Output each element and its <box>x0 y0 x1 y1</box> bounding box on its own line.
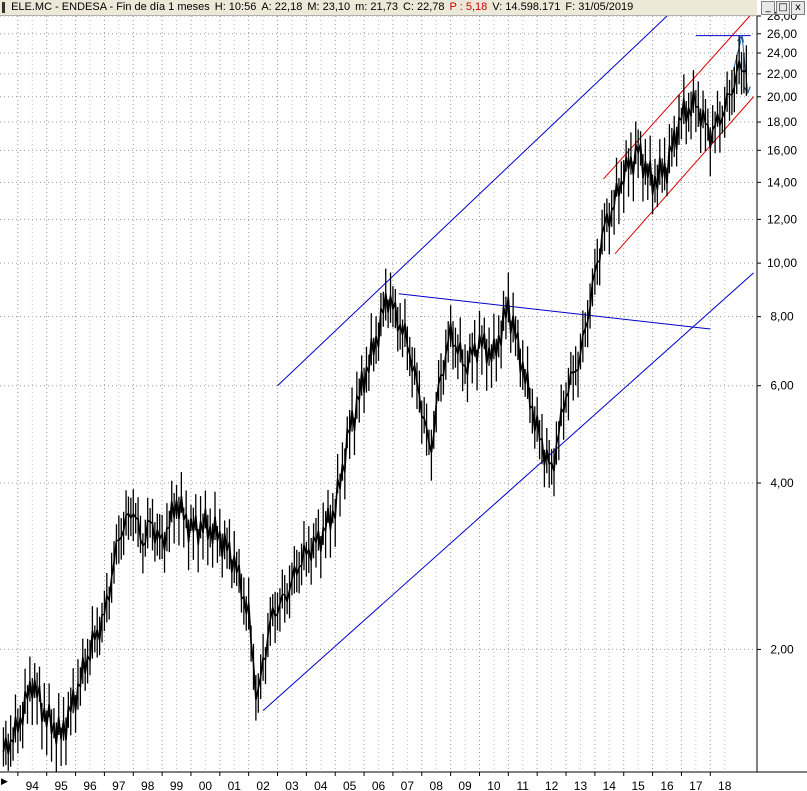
x-tick-label: 96 <box>83 779 97 791</box>
channel-line <box>614 96 754 255</box>
x-tick-label: 97 <box>112 779 126 791</box>
x-tick-label: 02 <box>256 779 270 791</box>
price-series <box>2 35 747 772</box>
x-tick-label: 09 <box>458 779 472 791</box>
y-tick-label: 20,00 <box>767 90 797 104</box>
title-segment: P : 5,18 <box>449 1 488 13</box>
arrow-line <box>732 35 743 71</box>
x-tick-label: 13 <box>574 779 588 791</box>
x-tick-label: 11 <box>517 779 530 791</box>
y-tick-label: 18,00 <box>767 115 797 129</box>
y-tick-label: 4,00 <box>770 476 794 490</box>
x-tick-label: 17 <box>689 779 703 791</box>
x-tick-label: 98 <box>141 779 155 791</box>
y-axis: 2,00 4,00 6,00 8,00 10,00 12,00 14,00 16,00 18,0… <box>757 9 797 656</box>
title-segment: M: 23,10 <box>307 1 351 13</box>
x-tick-label: 14 <box>603 779 617 791</box>
close-button[interactable]: x <box>791 1 805 15</box>
x-axis: 94 95 96 97 98 99 00 01 02 03 04 05 06 07 08 09 10 11 12 13… <box>17 772 732 791</box>
title-info: ELE.MC - ENDESA - Fin de día 1 meses H: 1… <box>11 1 638 13</box>
title-segment: F: 31/05/2019 <box>565 1 634 13</box>
x-tick-label: 01 <box>228 779 242 791</box>
x-tick-label: 05 <box>343 779 357 791</box>
x-tick-label: 99 <box>170 779 184 791</box>
x-tick-label: 00 <box>199 779 213 791</box>
y-tick-label: 6,00 <box>770 379 794 393</box>
y-tick-label: 2,00 <box>770 642 794 656</box>
x-tick-label: 16 <box>660 779 674 791</box>
x-tick-label: 94 <box>26 779 40 791</box>
x-tick-label: 15 <box>631 779 645 791</box>
x-tick-label: 95 <box>54 779 68 791</box>
title-segment: C: 22,78 <box>402 1 445 13</box>
y-tick-label: 12,00 <box>767 212 797 226</box>
scroll-left-icon[interactable]: ▶ <box>1 776 8 786</box>
y-tick-label: 10,00 <box>767 256 797 270</box>
minimize-button[interactable]: _ <box>761 1 775 15</box>
x-tick-label: 18 <box>718 779 732 791</box>
restore-button[interactable]: □ <box>776 1 790 15</box>
y-tick-label: 8,00 <box>770 310 794 324</box>
channel-line <box>277 15 668 387</box>
y-tick-label: 14,00 <box>767 175 797 189</box>
arrowhead-icon <box>743 86 751 95</box>
window-icon <box>2 2 5 13</box>
x-tick-label: 08 <box>430 779 444 791</box>
x-tick-label: 10 <box>487 779 501 791</box>
x-tick-label: 07 <box>401 779 415 791</box>
y-tick-label: 24,00 <box>767 46 797 60</box>
y-tick-label: 16,00 <box>767 143 797 157</box>
price-line <box>2 60 747 755</box>
y-tick-label: 22,00 <box>767 67 797 81</box>
title-segment: A: 22,18 <box>261 1 303 13</box>
channel-line <box>262 272 754 711</box>
trend-line <box>398 293 711 330</box>
x-tick-label: 06 <box>372 779 386 791</box>
title-segment: H: 10:56 <box>214 1 257 13</box>
title-segment: ELE.MC - ENDESA - Fin de día 1 meses <box>11 1 210 13</box>
title-segment: V: 14.598.171 <box>492 1 561 13</box>
window-controls: _ □ x <box>761 1 805 15</box>
title-segment: m: 21,73 <box>355 1 398 13</box>
x-tick-label: 04 <box>314 779 328 791</box>
chart-grid <box>0 15 807 773</box>
x-tick-label: 12 <box>545 779 559 791</box>
y-tick-label: 26,00 <box>767 27 797 41</box>
title-bar: ELE.MC - ENDESA - Fin de día 1 meses H: 1… <box>0 0 757 16</box>
x-tick-label: 03 <box>285 779 299 791</box>
